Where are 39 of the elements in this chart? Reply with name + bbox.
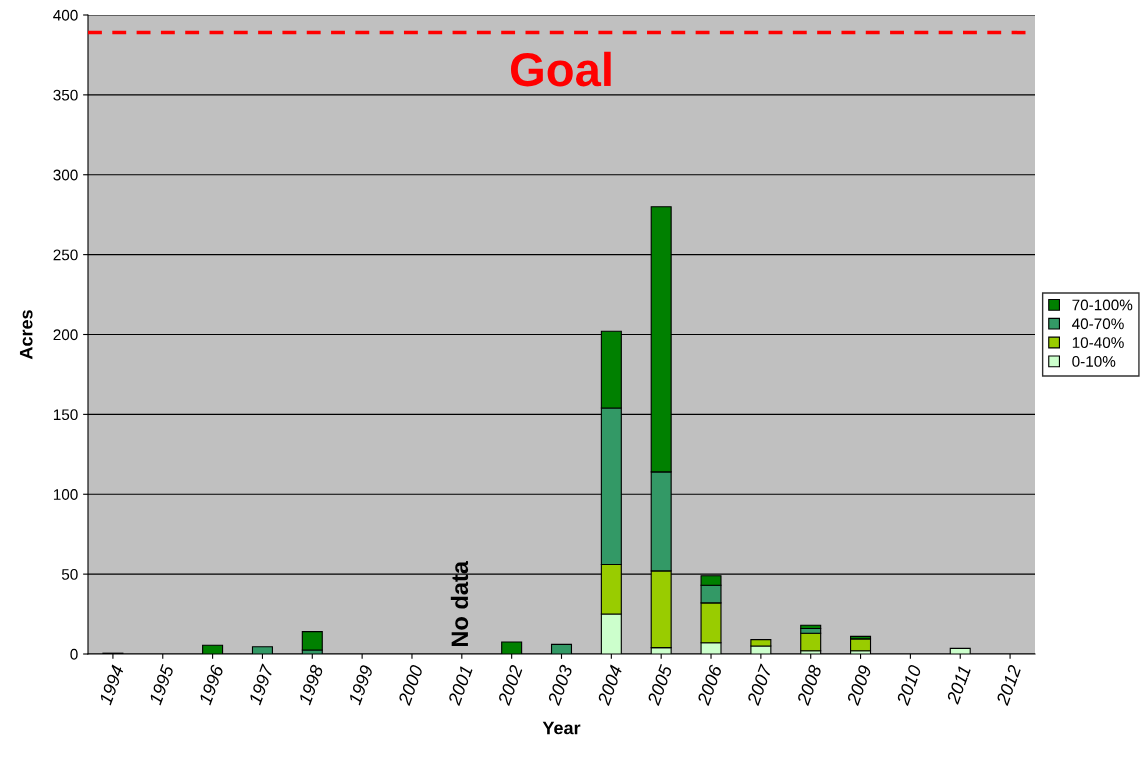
legend-label: 10-40% bbox=[1072, 337, 1124, 349]
y-tick-label: 150 bbox=[53, 409, 78, 421]
x-tick-label: 1997 bbox=[248, 663, 275, 706]
ref-line-label: Goal bbox=[510, 51, 611, 87]
x-tick-label: 1998 bbox=[298, 663, 324, 706]
y-tick-label: 0 bbox=[70, 648, 78, 660]
x-tick-label: 2005 bbox=[646, 663, 673, 707]
x-tick-label: 2004 bbox=[596, 664, 623, 707]
bar bbox=[301, 631, 323, 651]
y-tick-label: 250 bbox=[53, 249, 78, 261]
x-tick-label: 2011 bbox=[946, 665, 971, 705]
y-tick-label: 300 bbox=[53, 169, 78, 181]
annotation: No data bbox=[450, 560, 469, 647]
x-tick-label: 1999 bbox=[347, 664, 374, 706]
y-tick-label: 50 bbox=[61, 568, 78, 580]
x-tick-label: 2002 bbox=[497, 664, 523, 707]
bar bbox=[800, 632, 822, 652]
x-tick-label: 1995 bbox=[148, 663, 175, 706]
x-tick-label: 2001 bbox=[447, 665, 473, 707]
x-tick-label: 1994 bbox=[98, 664, 125, 706]
legend-label: 0-10% bbox=[1072, 356, 1116, 367]
x-tick-label: 1996 bbox=[198, 663, 225, 706]
legend-label: 70-100% bbox=[1072, 299, 1133, 311]
x-tick-label: 2012 bbox=[995, 664, 1022, 707]
x-tick-label: 2007 bbox=[746, 663, 773, 707]
x-tick-label: 2000 bbox=[397, 664, 424, 707]
y-tick-label: 200 bbox=[53, 329, 78, 341]
y-tick-label: 350 bbox=[53, 89, 78, 101]
x-tick-label: 2003 bbox=[547, 664, 573, 707]
x-tick-label: 2009 bbox=[846, 664, 872, 707]
x-tick-label: 2008 bbox=[796, 663, 823, 707]
y-tick-label: 400 bbox=[53, 9, 78, 21]
y-tick-label: 100 bbox=[53, 489, 78, 500]
x-tick-label: 2006 bbox=[696, 663, 723, 707]
x-axis-title: Year bbox=[542, 721, 581, 735]
legend-label: 40-70% bbox=[1072, 318, 1124, 330]
x-tick-label: 2010 bbox=[896, 664, 922, 707]
y-axis-title: Acres bbox=[19, 310, 33, 360]
bar bbox=[850, 638, 872, 652]
